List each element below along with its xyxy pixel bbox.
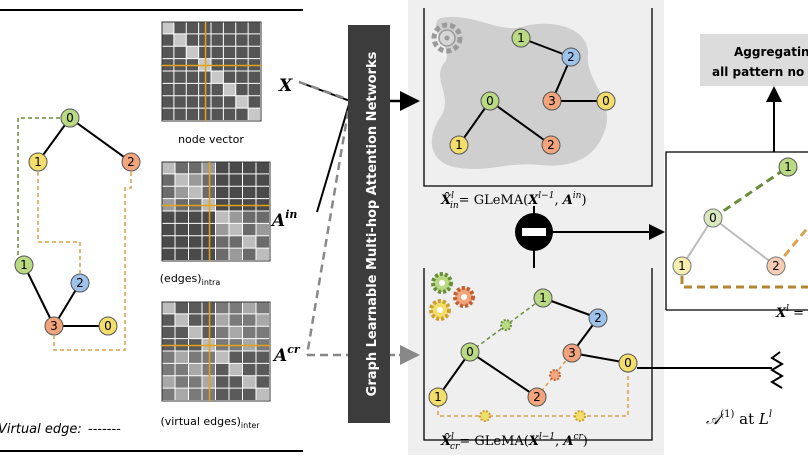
intra-edge-matrix: [161, 161, 271, 262]
node-label: 2: [594, 311, 602, 325]
gnn-bar: [348, 25, 390, 423]
node-label: 0: [104, 319, 112, 333]
node-vector-matrix: [161, 21, 262, 122]
node-label: 3: [568, 346, 576, 360]
connector-a-cr: [298, 80, 352, 356]
node-circle: [14, 255, 34, 275]
gear-icon: [453, 286, 475, 308]
aggregating-box: [700, 34, 808, 86]
node-label: 3: [548, 94, 556, 108]
node-label: 0: [624, 356, 632, 370]
node-label: 1: [784, 160, 792, 174]
node-circle: [121, 152, 141, 172]
node-label: 1: [539, 291, 547, 305]
node-label: 2: [127, 155, 135, 169]
aggregating-line2: all pattern no: [712, 65, 804, 79]
caption-node-vector: node vector: [178, 133, 244, 146]
gear-icon: [549, 369, 561, 381]
virtual-edge-legend-label: Virtual edge:: [0, 422, 82, 437]
node-label: 1: [434, 390, 442, 404]
node-label: 0: [466, 345, 474, 359]
intra-output-box: 1 2 3 0 0 1 2: [423, 8, 653, 187]
gear-icon: [574, 410, 586, 422]
node-circle: [70, 273, 90, 293]
node-circle: [44, 316, 64, 336]
node-label: 2: [772, 259, 780, 273]
virtual-edge-legend-sample: -------: [88, 422, 121, 437]
gear-icon: [479, 410, 491, 422]
gear-icon: [431, 22, 463, 54]
connector-a-in: [316, 100, 351, 213]
node-label: 0: [66, 111, 74, 125]
symbol-a-in: Ain: [270, 208, 297, 231]
node-label: 0: [602, 94, 610, 108]
node-label: 2: [76, 276, 84, 290]
caption-intra: (edges)intra: [160, 272, 221, 287]
node-label: 2: [567, 50, 575, 64]
node-label: 0: [709, 211, 717, 225]
node-label: 2: [533, 390, 541, 404]
symbol-a-cr: Acr: [272, 343, 301, 366]
gear-icon: [429, 299, 451, 321]
node-circle: [98, 316, 118, 336]
node-label: 0: [486, 94, 494, 108]
input-graph: 0 1 2 1 2 3 0: [14, 108, 141, 351]
node-label: 1: [678, 259, 686, 273]
aggregating-line1: Aggregating: [734, 45, 808, 59]
node-label: 1: [517, 31, 525, 45]
node-label: 1: [20, 258, 28, 272]
node-label: 3: [50, 319, 58, 333]
inter-edge-matrix: [161, 301, 271, 402]
output-graph-box: 1 0 1 2: [665, 151, 808, 311]
output-x-label: Xl =: [775, 304, 804, 321]
formula-cr: X̂l cr= GLeMA(Xl−1, Acr): [440, 432, 588, 452]
inter-output-box: 1 2 0 3 0 1 2: [423, 268, 653, 441]
caption-inter: (virtual edges)inter: [160, 415, 260, 430]
symbol-x: X: [278, 76, 293, 96]
node-circle: [28, 152, 48, 172]
attention-label: 𝒜(1) at Ll: [706, 409, 772, 428]
gear-icon: [431, 272, 453, 294]
node-circle: [60, 108, 80, 128]
node-label: 1: [34, 155, 42, 169]
gnn-bar-label: Graph Learnable Multi-hop Attention Netw…: [365, 51, 380, 396]
node-label: 1: [455, 138, 463, 152]
attention-glyph: [770, 351, 784, 389]
gear-icon: [500, 319, 512, 331]
formula-in: X̂l in= GLeMA(Xl−1, Ain): [440, 191, 587, 211]
node-label: 2: [547, 138, 555, 152]
